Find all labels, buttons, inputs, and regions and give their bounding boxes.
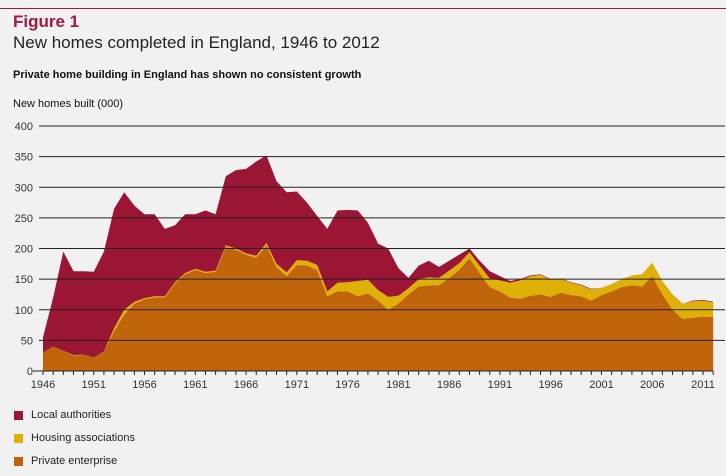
y-tick-label: 300 — [15, 182, 33, 194]
legend-swatch — [14, 433, 23, 443]
area-private-enterprise — [43, 245, 714, 371]
y-tick-label: 250 — [15, 213, 33, 225]
x-tick-label: 1956 — [132, 379, 156, 391]
x-tick-label: 1966 — [234, 379, 258, 391]
legend-label: Private enterprise — [31, 455, 118, 467]
legend-item-private-enterprise: Private enterprise — [14, 455, 117, 467]
y-tick-label: 100 — [15, 305, 33, 317]
y-axis-label: New homes built (000) — [13, 98, 124, 110]
x-tick-label: 1971 — [285, 379, 309, 391]
x-tick-label: 2001 — [589, 379, 613, 391]
x-tick-label: 1976 — [335, 379, 359, 391]
x-tick-label: 2006 — [640, 379, 664, 391]
figure-label: Figure 1 — [13, 12, 80, 31]
legend-label: Local authorities — [31, 409, 112, 421]
x-tick-label: 1961 — [183, 379, 207, 391]
x-tick-label: 1981 — [386, 379, 410, 391]
area-housing-associations — [43, 243, 714, 358]
y-tick-label: 150 — [15, 274, 33, 286]
y-tick-label: 50 — [21, 335, 33, 347]
x-tick-label: 1951 — [82, 379, 106, 391]
y-tick-label: 0 — [27, 366, 33, 378]
chart-subtitle: Private home building in England has sho… — [13, 69, 362, 81]
x-tick-label: 2011 — [691, 379, 715, 391]
legend-swatch — [14, 456, 23, 466]
area-local-authorities — [43, 155, 714, 358]
legend-item-local-authorities: Local authorities — [14, 409, 111, 421]
x-tick-label: 1986 — [437, 379, 461, 391]
legend-label: Housing associations — [31, 432, 135, 444]
y-tick-label: 400 — [15, 121, 33, 133]
x-tick-label: 1996 — [538, 379, 562, 391]
y-tick-label: 200 — [15, 244, 33, 256]
legend-swatch — [14, 410, 23, 420]
chart-title: New homes completed in England, 1946 to … — [13, 33, 380, 52]
x-tick-label: 1991 — [488, 379, 512, 391]
top-rule — [0, 8, 726, 9]
legend-item-housing-associations: Housing associations — [14, 432, 135, 444]
y-tick-label: 350 — [15, 152, 33, 164]
x-tick-label: 1946 — [31, 379, 55, 391]
